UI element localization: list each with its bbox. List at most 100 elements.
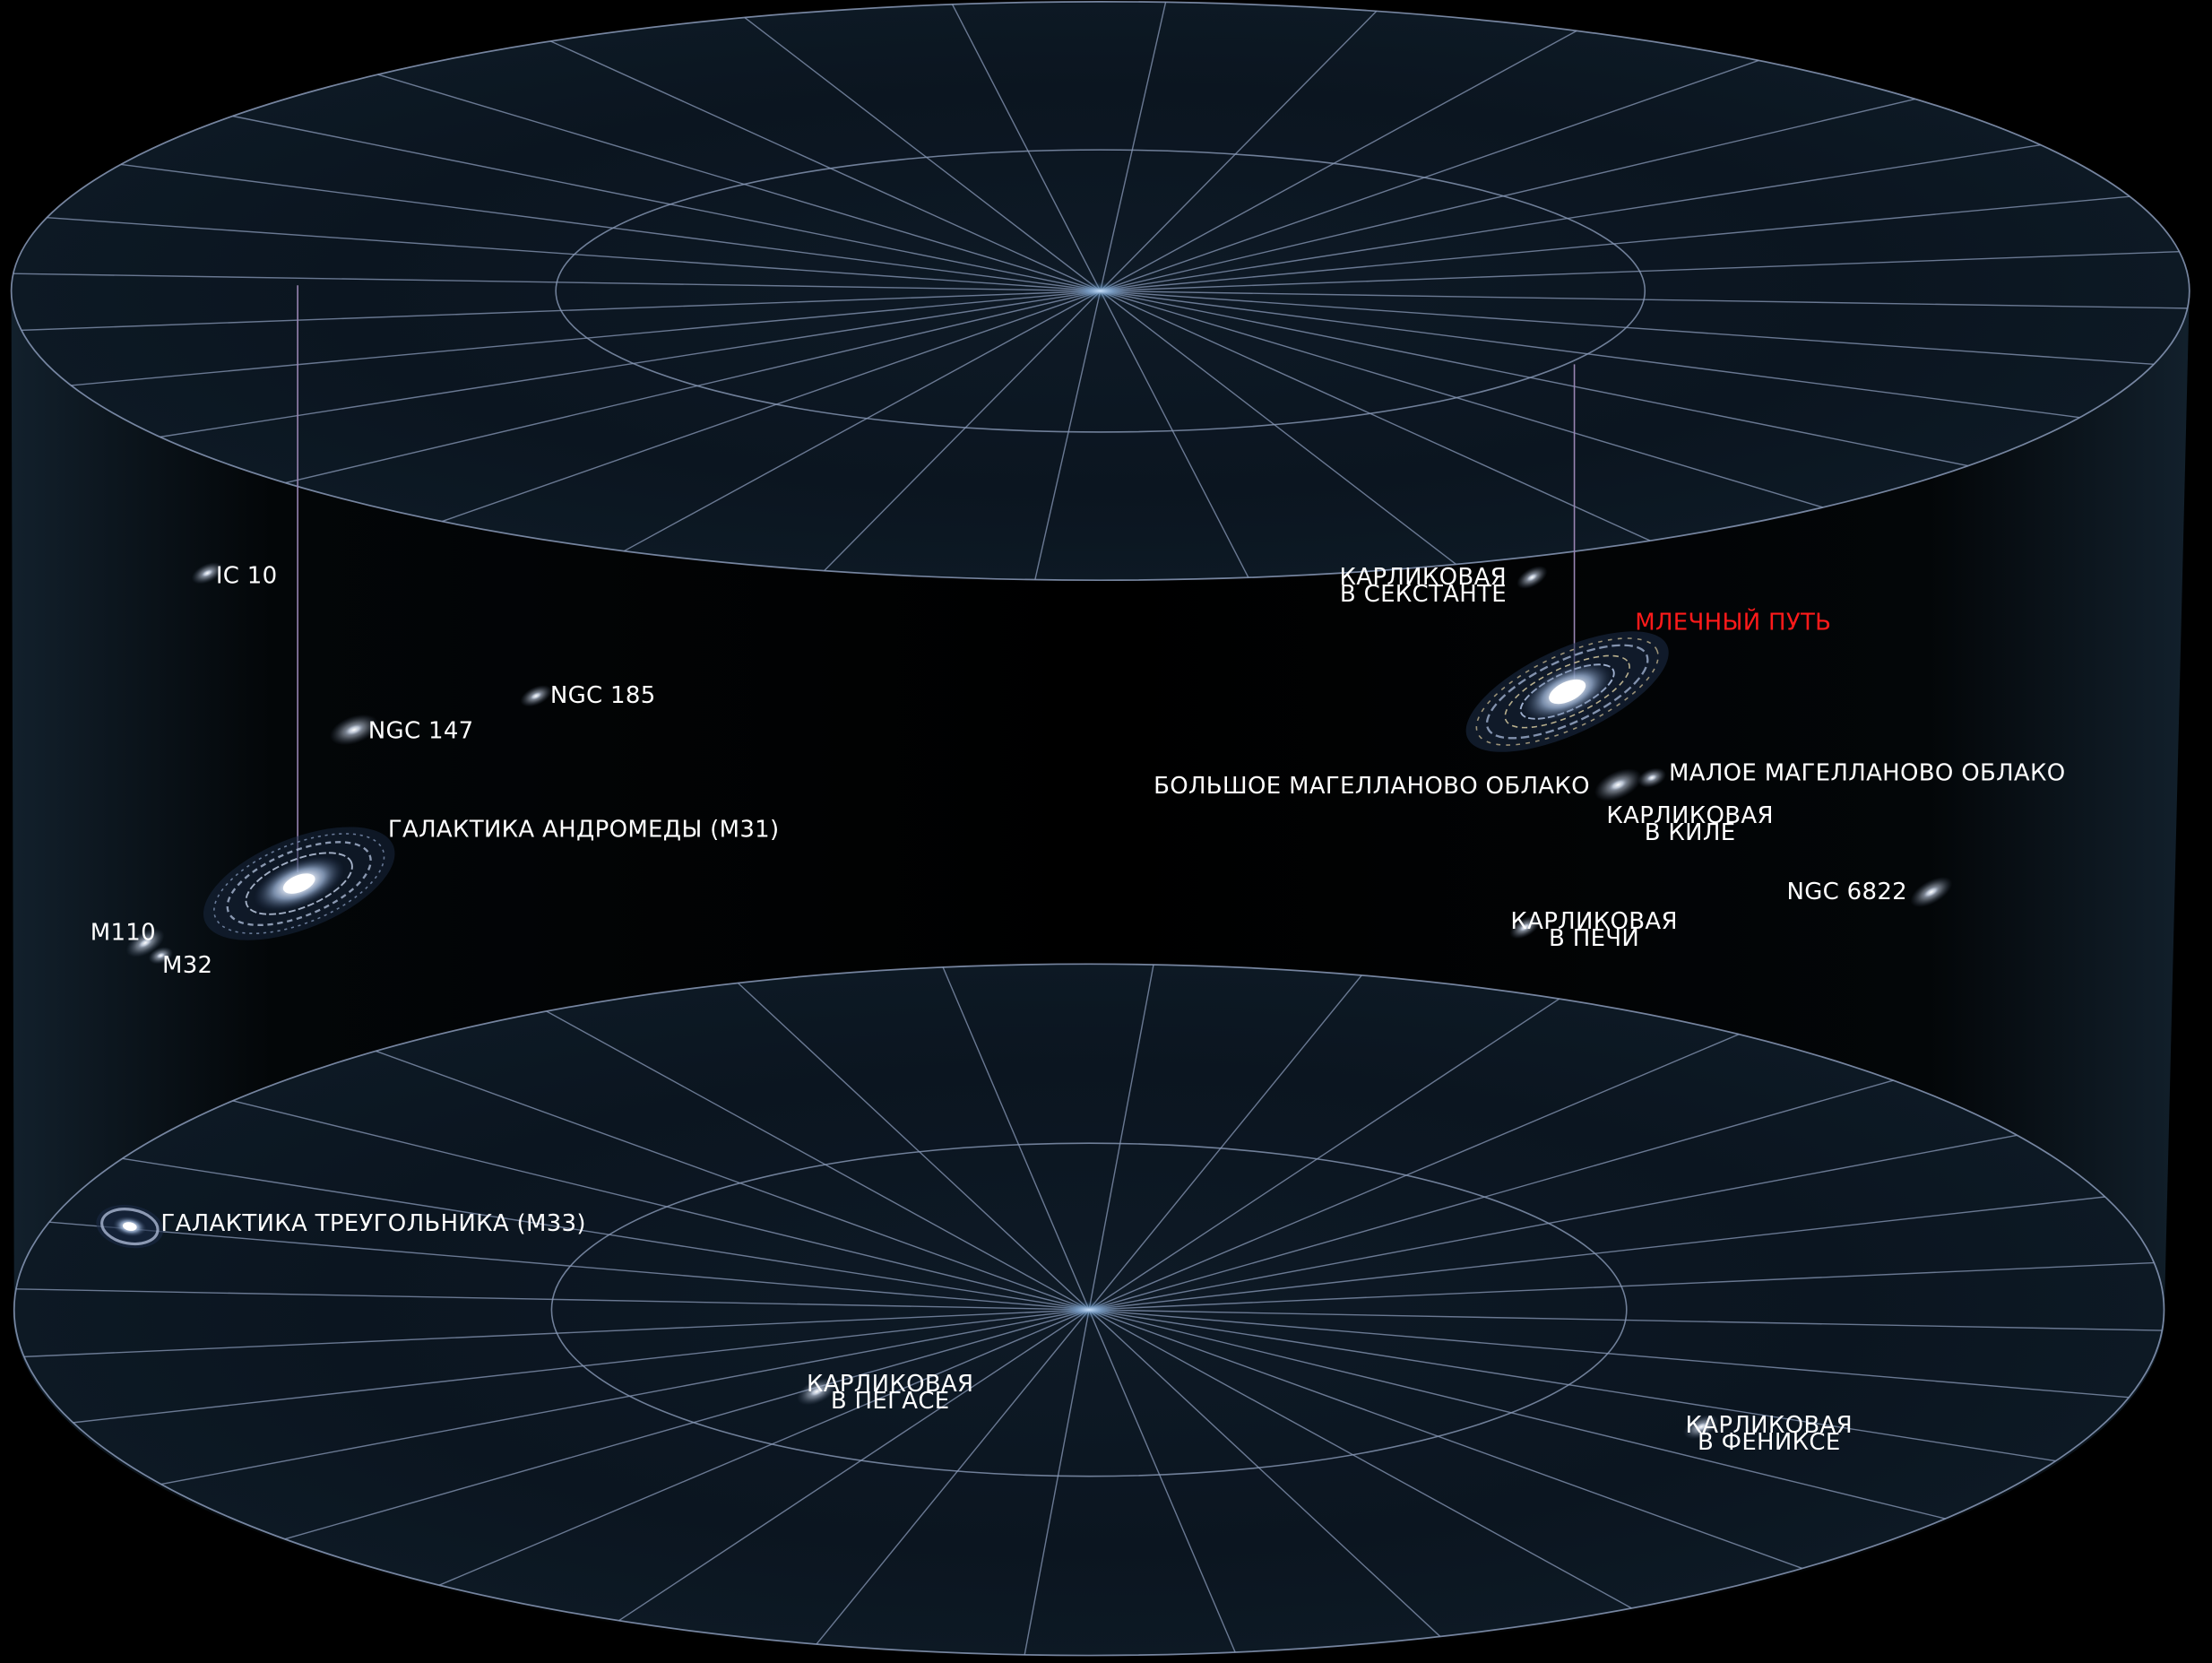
label-ngc6822: NGC 6822 (1786, 879, 1907, 905)
label-m32: M32 (162, 952, 212, 979)
bottom-disk-spoke (1088, 1309, 1441, 1637)
ngc185-dwarf-icon (520, 685, 552, 707)
label-pegasus-line2: В ПЕГАСЕ (831, 1388, 950, 1415)
top-disk-spoke (71, 290, 1101, 386)
bottom-disk-inner-ring (550, 1142, 1628, 1477)
top-disk-spoke (744, 16, 1102, 292)
label-milky-way: МЛЕЧНЫЙ ПУТЬ (1635, 607, 1831, 636)
sextans-dwarf-icon (1516, 566, 1548, 589)
top-disk-spoke (1100, 195, 2130, 292)
label-phoenix-line1: КАРЛИКОВАЯ (1686, 1412, 1853, 1439)
top-disk-spoke (285, 290, 1101, 484)
top-disk-grid (10, 0, 2190, 582)
bottom-disk-spoke (546, 1010, 1090, 1311)
bottom-disk-spoke (1089, 1309, 2130, 1399)
bottom-disk-spoke (1088, 1079, 1894, 1311)
phoenix-dwarf-icon (1683, 1414, 1720, 1440)
bottom-disk-spoke (737, 982, 1090, 1311)
bottom-disk-spoke (942, 966, 1090, 1311)
top-disk-spoke (160, 290, 1101, 438)
bottom-disk-spoke (438, 1309, 1090, 1586)
bottom-disk-spoke (1088, 1309, 1632, 1609)
top-disk-spoke (951, 4, 1102, 291)
top-disk-spoke (442, 290, 1101, 523)
bottom-disk-spoke (48, 1221, 1090, 1311)
bottom-disk-spoke (1024, 1309, 1090, 1656)
m110-dwarf-icon (125, 928, 165, 957)
galaxy-labels: IC 10 NGC 185 NGC 147 ГАЛАКТИКА АНДРОМЕД… (91, 562, 2066, 1456)
label-sextans-line2: В СЕКСТАНТЕ (1340, 581, 1507, 608)
top-disk-spoke (1100, 290, 2080, 419)
top-disk-spoke (824, 290, 1102, 572)
bottom-disk-spoke (1088, 998, 1560, 1311)
top-disk-center-glow (1066, 281, 1135, 301)
label-ic10: IC 10 (216, 562, 278, 589)
bottom-disk-spoke (1089, 1196, 2105, 1311)
bottom-disk-center-glow (1055, 1299, 1123, 1320)
bottom-disk-spoke (816, 1309, 1090, 1645)
ngc147-dwarf-icon (329, 714, 379, 746)
top-disk-spoke (377, 74, 1101, 292)
bottom-disk-spoke (1089, 1309, 2056, 1462)
label-triangulum: ГАЛАКТИКА ТРЕУГОЛЬНИКА (М33) (160, 1210, 585, 1237)
top-disk-spoke (1100, 290, 1651, 541)
label-lmc: БОЛЬШОЕ МАГЕЛЛАНОВО ОБЛАКО (1154, 773, 1590, 800)
bottom-disk-spoke (1088, 1309, 1946, 1520)
top-disk-spoke (1100, 2, 1167, 291)
top-disk-spoke (232, 115, 1101, 292)
triangulum-galaxy-icon (96, 1204, 164, 1249)
bottom-disk-spoke (1088, 1309, 1236, 1653)
top-disk-spoke (550, 40, 1101, 292)
top-disk-spoke (1100, 290, 1968, 467)
label-smc: МАЛОЕ МАГЕЛЛАНОВО ОБЛАКО (1669, 760, 2066, 787)
bottom-disk-spoke (73, 1309, 1090, 1424)
bottom-disk-spoke (1088, 974, 1362, 1311)
bottom-disk-spoke (1088, 1134, 2018, 1311)
top-disk-spoke (1034, 290, 1102, 580)
fornax-dwarf-icon (1509, 915, 1541, 940)
top-disk-spoke (1100, 30, 1577, 292)
ic10-dwarf-icon (191, 562, 224, 585)
lmc-dwarf-icon (1594, 768, 1642, 801)
label-fornax-line1: КАРЛИКОВАЯ (1510, 908, 1677, 935)
top-disk-inner-ring (555, 149, 1646, 433)
bottom-disk-spoke (232, 1100, 1090, 1311)
label-phoenix-line2: В ФЕНИКСЕ (1698, 1429, 1841, 1456)
bottom-disk-spoke (618, 1309, 1090, 1622)
bottom-disk-grid (13, 963, 2165, 1657)
top-disk-spoke (1100, 290, 1249, 578)
top-disk-spoke (1100, 98, 1916, 292)
top-disk-spoke (1100, 290, 1824, 508)
top-disk-spoke (1100, 143, 2041, 292)
bottom-disk-spoke (1088, 1034, 1740, 1311)
ngc6822-dwarf-icon (1910, 877, 1953, 907)
smc-dwarf-icon (1637, 767, 1667, 788)
bottom-disk-spoke (284, 1309, 1090, 1540)
top-disk-spoke (1100, 59, 1759, 292)
pegasus-dwarf-icon (797, 1378, 837, 1406)
label-pegasus-line1: КАРЛИКОВАЯ (807, 1371, 973, 1398)
top-disk-spoke (120, 163, 1101, 292)
label-carina-line1: КАРЛИКОВАЯ (1606, 802, 1773, 829)
label-ngc185: NGC 185 (550, 682, 656, 709)
label-carina-line2: В КИЛЕ (1645, 819, 1736, 846)
andromeda-galaxy-icon (203, 827, 395, 940)
label-ngc147: NGC 147 (368, 717, 474, 744)
top-disk-spoke (623, 290, 1102, 552)
label-m110: M110 (91, 920, 156, 947)
label-fornax-line2: В ПЕЧИ (1549, 925, 1639, 952)
label-andromeda: ГАЛАКТИКА АНДРОМЕДЫ (М31) (388, 817, 780, 844)
bottom-disk-spoke (122, 1157, 1090, 1311)
bottom-disk-spoke (1088, 1309, 1803, 1570)
label-sextans-line1: КАРЛИКОВАЯ (1340, 564, 1507, 591)
bottom-disk-spoke (1088, 964, 1154, 1311)
dwarf-galaxies (125, 562, 1953, 1440)
top-disk-spoke (1100, 10, 1378, 292)
bottom-disk-spoke (376, 1050, 1090, 1311)
top-disk-spoke (1100, 290, 1456, 566)
m32-dwarf-icon (148, 947, 174, 965)
milky-way-galaxy-icon (1465, 631, 1669, 752)
bottom-disk-spoke (160, 1309, 1090, 1485)
